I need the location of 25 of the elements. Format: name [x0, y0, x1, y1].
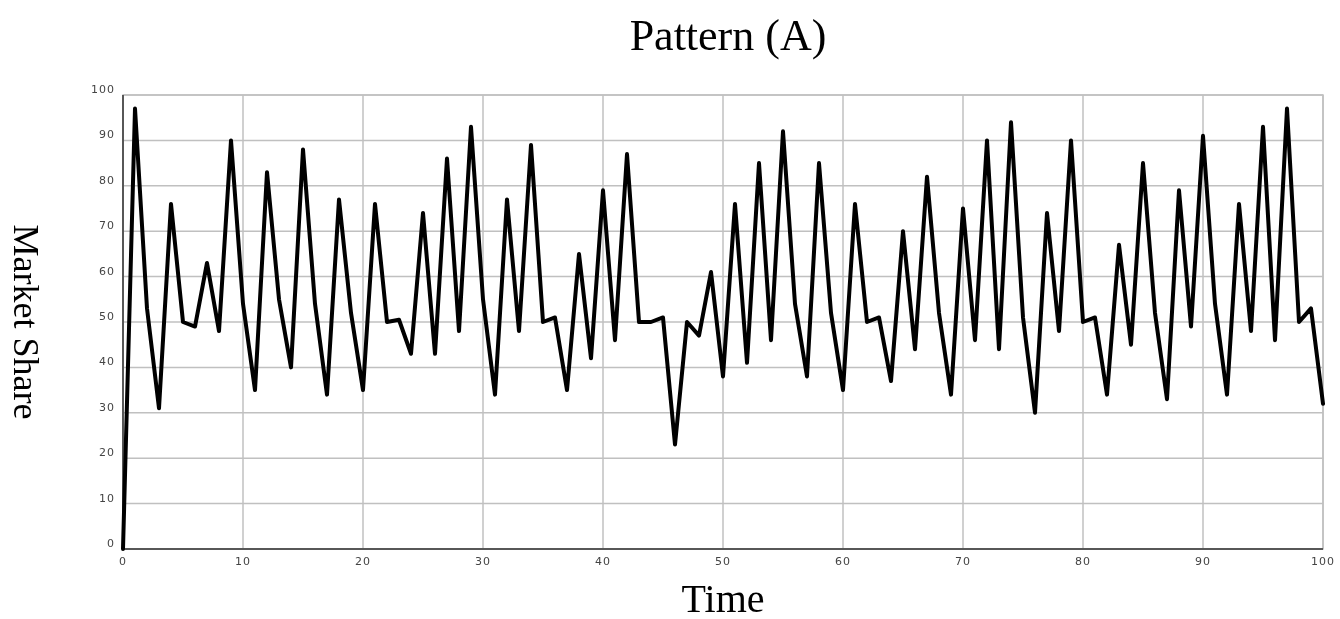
y-tick-label: 90: [99, 128, 115, 142]
x-tick-label: 80: [1075, 555, 1091, 568]
x-tick-label: 60: [835, 555, 851, 568]
y-tick-label: 30: [99, 400, 115, 414]
y-tick-label: 60: [99, 264, 115, 278]
x-axis-title: Time: [681, 576, 765, 619]
x-tick-label: 100: [1311, 555, 1335, 568]
y-tick-label: 10: [99, 491, 115, 505]
x-tick-label: 40: [595, 555, 611, 568]
y-tick-label: 0: [107, 537, 115, 550]
y-tick-label: 50: [99, 310, 115, 323]
x-tick-label: 20: [355, 555, 371, 568]
y-tick-label: 20: [99, 446, 115, 460]
y-tick-label: 70: [99, 219, 115, 233]
y-tick-label: 80: [99, 173, 115, 187]
y-axis-title: Market Share: [6, 224, 46, 420]
y-tick-label: 40: [99, 355, 115, 369]
chart-title: Pattern (A): [629, 11, 827, 60]
x-tick-label: 50: [715, 555, 731, 568]
y-tick-label: 100: [91, 83, 115, 96]
x-tick-label: 10: [235, 555, 251, 568]
x-tick-label: 70: [955, 555, 971, 568]
x-tick-label: 0: [119, 555, 127, 568]
x-tick-label: 30: [475, 555, 491, 568]
x-tick-label: 90: [1195, 555, 1211, 568]
